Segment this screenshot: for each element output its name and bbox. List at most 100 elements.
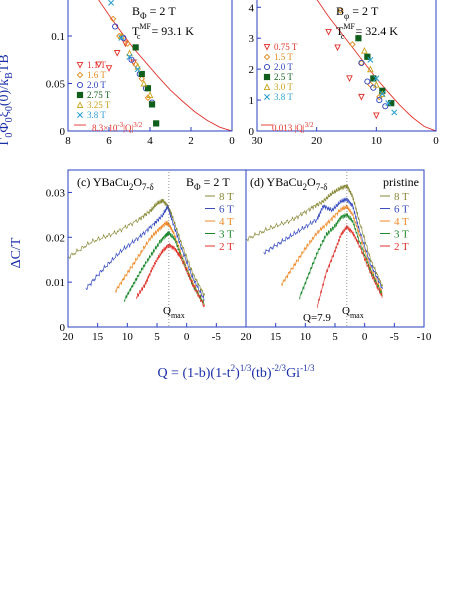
xtick-label-d-6: -10 — [417, 331, 432, 343]
legend-d: 8 T6 T4 T3 T2 T — [380, 191, 409, 253]
legend-top-left: 1.1 T1.6 T2.0 T2.75 T3.25 T3.8 T — [74, 60, 111, 126]
legend-label-top-right-3: 2.5 T — [274, 72, 293, 82]
xtick-label-d-4: 0 — [362, 331, 368, 343]
top-left-tc-label: TMF c = 93.1 K — [132, 22, 194, 41]
ytick-label-top-left-1: 0.05 — [46, 79, 66, 91]
point-top-right-2-0 — [358, 59, 365, 67]
point-top-right-0-3 — [358, 93, 365, 101]
point-top-left-3-4 — [153, 120, 160, 127]
series-line-d-2 — [281, 204, 383, 295]
plot-area-top-right — [316, 0, 436, 131]
point-top-right-5-0 — [367, 56, 374, 63]
series-line-d-4 — [316, 224, 383, 308]
point-top-left-5-0 — [108, 0, 115, 6]
xtick-label-c-3: 5 — [154, 331, 160, 343]
point-top-left-4-4 — [146, 91, 154, 98]
xtick-label-top-left-1: 6 — [106, 135, 112, 147]
point-top-right-5-4 — [391, 109, 398, 116]
xtick-label-d-1: 15 — [270, 331, 282, 343]
legend-label-c-4: 2 T — [219, 241, 234, 253]
legend-label-c-3: 3 T — [219, 229, 234, 241]
point-top-left-1-4 — [138, 75, 146, 82]
legend-label-top-right-1: 1.5 T — [274, 52, 293, 62]
ytick-label-top-right-2: 2 — [249, 64, 255, 76]
legend-marker-top-left-0 — [76, 61, 84, 69]
point-top-left-2-0 — [112, 23, 119, 30]
fit-curve-top-right — [316, 0, 436, 131]
ytick-label-top-left-0: 0 — [60, 126, 66, 138]
panel-d-title: (d) YBaCu2O7-δ — [250, 175, 327, 192]
point-top-left-0-2 — [113, 50, 121, 57]
plot-area-top-left — [95, 0, 232, 131]
point-top-left-4-1 — [126, 49, 133, 57]
point-top-right-1-3 — [367, 81, 374, 88]
ytick-label-c-3: 0.03 — [46, 187, 66, 199]
point-top-right-1-1 — [349, 41, 356, 48]
point-top-left-3-3 — [148, 101, 156, 108]
legend-label-d-3: 3 T — [394, 229, 409, 241]
point-top-right-3-1 — [364, 53, 371, 60]
axes-top-right: 30 20 10 0 0 1 2 3 4 — [249, 0, 439, 147]
xtick-label-top-left-2: 4 — [147, 135, 153, 147]
legend-top-right: 0.75 T1.5 T2.0 T2.5 T3.0 T3.8 T — [261, 42, 298, 126]
xtick-label-top-left-0: 8 — [65, 135, 71, 147]
xtick-label-c-5: -5 — [212, 331, 222, 343]
legend-label-top-left-0: 1.1 T — [87, 60, 106, 70]
legend-label-c-1: 6 T — [219, 204, 234, 216]
point-top-right-0-1 — [334, 44, 341, 52]
point-top-right-2-1 — [364, 78, 371, 85]
ytick-label-c-0: 0 — [60, 322, 66, 334]
point-top-right-0-2 — [346, 75, 353, 83]
top-left-bphi-label: BΦ = 2 T — [132, 4, 176, 21]
point-top-left-4-3 — [140, 79, 148, 87]
point-top-left-3-2 — [144, 85, 152, 92]
point-top-right-1-0 — [337, 7, 344, 14]
point-top-left-0-1 — [105, 65, 113, 72]
legend-label-top-left-5: 3.8 T — [87, 110, 106, 120]
legend-marker-top-left-3 — [76, 91, 84, 99]
point-top-right-4-1 — [367, 65, 374, 73]
legend-label-top-left-2: 2.0 T — [87, 80, 106, 90]
legend-marker-top-left-2 — [76, 81, 84, 89]
xtick-label-d-2: 10 — [300, 331, 312, 343]
legend-marker-top-right-5 — [264, 94, 270, 100]
ytick-label-top-right-0: 0 — [249, 126, 255, 138]
legend-marker-top-right-1 — [263, 53, 271, 61]
xtick-label-top-left-4: 0 — [229, 135, 235, 147]
point-top-left-3-1 — [138, 70, 145, 78]
plot-area-c — [68, 172, 205, 327]
legend-label-top-right-5: 3.8 T — [274, 92, 293, 102]
point-top-right-2-4 — [382, 103, 389, 110]
legend-c: 8 T6 T4 T3 T2 T — [205, 191, 234, 253]
panel-d-q79-label: Q=7.9 — [303, 312, 331, 324]
legend-label-d-0: 8 T — [394, 191, 409, 203]
xtick-label-d-0: 20 — [241, 331, 253, 343]
legend-marker-top-left-4 — [76, 101, 84, 109]
legend-marker-top-right-4 — [263, 83, 271, 91]
axes-c: 20 15 10 5 0 -5 0 0.01 0.02 0.03 — [46, 169, 247, 343]
point-top-left-0-0 — [95, 61, 103, 69]
series-line-c-4 — [135, 242, 205, 308]
xtick-label-top-right-0: 30 — [252, 135, 264, 147]
top-left-fit-label: 8.3×10-3|Q|3/2 — [92, 121, 143, 133]
ytick-label-c-1: 0.01 — [46, 277, 65, 289]
legend-marker-top-right-0 — [263, 43, 271, 51]
plots: 1.1 T1.6 T2.0 T2.75 T3.25 T3.8 T8 6 4 2 000.… — [46, 0, 439, 343]
point-top-right-5-2 — [379, 90, 386, 97]
panel-c-title: (c) YBaCu2O7-δ — [77, 175, 154, 192]
xtick-label-c-2: 10 — [122, 331, 134, 343]
xtick-label-top-right-1: 20 — [311, 135, 323, 147]
xtick-label-c-1: 15 — [92, 331, 104, 343]
ytick-label-top-right-3: 3 — [249, 33, 255, 45]
series-line-c-1 — [85, 205, 205, 301]
point-top-right-2-2 — [370, 84, 377, 91]
xtick-label-d-3: 5 — [332, 331, 338, 343]
legend-label-c-2: 4 T — [219, 216, 234, 228]
point-top-right-0-4 — [373, 112, 380, 120]
panel-d-pristine-label: pristine — [383, 175, 419, 189]
fit-curve-top-left — [98, 0, 232, 131]
point-top-left-0-3 — [122, 40, 129, 48]
legend-label-top-left-4: 3.25 T — [87, 100, 111, 110]
point-top-right-5-1 — [373, 75, 380, 82]
series-line-d-3 — [299, 213, 383, 300]
